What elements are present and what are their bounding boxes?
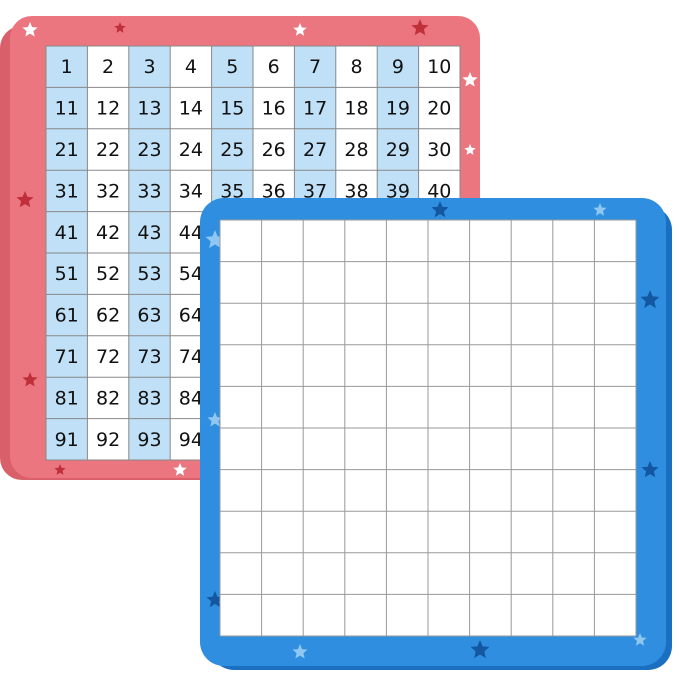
number-cell: 16 <box>262 98 286 120</box>
number-cell: 3 <box>143 56 155 78</box>
number-cell: 29 <box>386 139 410 161</box>
blank-grid <box>219 219 637 637</box>
red-board-decoration <box>16 19 478 476</box>
number-cell: 33 <box>137 180 161 202</box>
number-cell: 20 <box>427 98 451 120</box>
star <box>640 290 660 309</box>
star <box>431 201 449 218</box>
star <box>293 23 307 36</box>
number-cell: 23 <box>137 139 161 161</box>
star <box>464 144 476 155</box>
number-cell: 5 <box>226 56 238 78</box>
number-cell: 91 <box>55 429 79 451</box>
number-cell: 12 <box>96 98 120 120</box>
number-cell: 52 <box>96 263 120 285</box>
number-cell: 14 <box>179 98 203 120</box>
number-cell: 24 <box>179 139 203 161</box>
number-cell: 21 <box>55 139 79 161</box>
number-cell: 7 <box>309 56 321 78</box>
number-cell: 2 <box>102 56 114 78</box>
number-cell: 72 <box>96 346 120 368</box>
number-cell: 39 <box>386 180 410 202</box>
number-cell: 93 <box>137 429 161 451</box>
number-cell: 9 <box>392 56 404 78</box>
number-cell: 1 <box>61 56 73 78</box>
number-cell: 71 <box>55 346 79 368</box>
number-cell: 41 <box>55 222 79 244</box>
star <box>207 412 223 427</box>
number-cell: 22 <box>96 139 120 161</box>
number-cell: 26 <box>262 139 286 161</box>
number-cell: 84 <box>179 387 203 409</box>
star <box>633 633 647 646</box>
number-cell: 81 <box>55 387 79 409</box>
number-cell: 13 <box>137 98 161 120</box>
star <box>292 644 308 659</box>
star <box>22 22 38 37</box>
number-cell: 28 <box>344 139 368 161</box>
number-cell: 82 <box>96 387 120 409</box>
number-cell: 43 <box>137 222 161 244</box>
number-cell: 27 <box>303 139 327 161</box>
star <box>114 22 126 33</box>
number-cell: 94 <box>179 429 203 451</box>
number-cell: 42 <box>96 222 120 244</box>
star <box>173 463 187 476</box>
number-cell: 73 <box>137 346 161 368</box>
number-cell: 10 <box>427 56 451 78</box>
number-cell: 19 <box>386 98 410 120</box>
number-cell: 36 <box>262 180 286 202</box>
number-cell: 44 <box>179 222 203 244</box>
number-cell: 74 <box>179 346 203 368</box>
number-cell: 54 <box>179 263 203 285</box>
number-cell: 31 <box>55 180 79 202</box>
number-cell: 34 <box>179 180 203 202</box>
number-cell: 51 <box>55 263 79 285</box>
number-cell: 63 <box>137 305 161 327</box>
number-cell: 37 <box>303 180 327 202</box>
star <box>593 203 607 216</box>
number-cell: 17 <box>303 98 327 120</box>
number-cell: 62 <box>96 305 120 327</box>
number-cell: 25 <box>220 139 244 161</box>
star <box>16 191 34 208</box>
number-cell: 92 <box>96 429 120 451</box>
number-cell: 35 <box>220 180 244 202</box>
star <box>462 72 478 87</box>
number-cell: 32 <box>96 180 120 202</box>
star <box>641 461 659 478</box>
number-cell: 40 <box>427 180 451 202</box>
star <box>54 464 66 475</box>
star <box>470 640 490 659</box>
number-cell: 15 <box>220 98 244 120</box>
number-cell: 83 <box>137 387 161 409</box>
number-cell: 38 <box>344 180 368 202</box>
number-cell: 64 <box>179 305 203 327</box>
number-cell: 6 <box>268 56 280 78</box>
number-cell: 11 <box>55 98 79 120</box>
star <box>411 19 429 36</box>
number-cell: 30 <box>427 139 451 161</box>
star <box>206 591 224 608</box>
number-cell: 18 <box>344 98 368 120</box>
number-cell: 8 <box>350 56 362 78</box>
number-cell: 4 <box>185 56 197 78</box>
number-cell: 61 <box>55 305 79 327</box>
number-cell: 53 <box>137 263 161 285</box>
star <box>22 372 38 387</box>
